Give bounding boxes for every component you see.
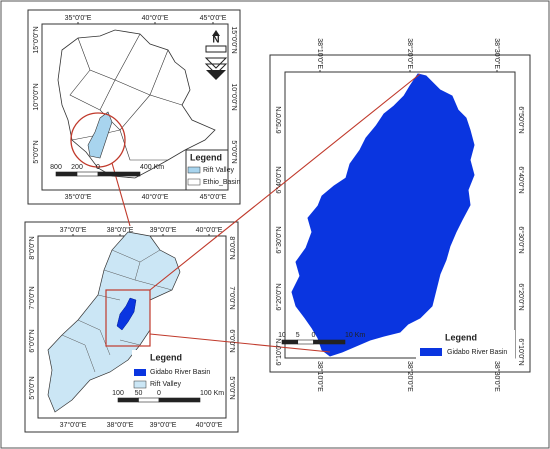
y-label-right: 6°40'0"N xyxy=(517,166,525,193)
legend-item: Gidabo River Basin xyxy=(150,369,210,376)
scale-bar xyxy=(76,171,99,177)
y-label-left: 6°0'0"N xyxy=(28,329,36,352)
y-label-right: 6°50'0"N xyxy=(517,106,525,133)
scale-bar xyxy=(297,339,314,345)
scale-bar xyxy=(117,397,139,403)
basin-boundaries xyxy=(69,33,183,161)
x-label-bottom: 38°10'0"E xyxy=(316,361,324,392)
y-label-right: 7°0'0"N xyxy=(228,286,236,309)
scale-label: 50 xyxy=(135,390,143,397)
scale-bar xyxy=(281,339,299,345)
legend-swatch xyxy=(187,166,201,174)
y-label-left: 6°20'0"N xyxy=(275,283,283,310)
scale-label: 5 xyxy=(296,332,300,339)
sub-basins xyxy=(61,249,173,373)
y-label-right: 8°0'0"N xyxy=(228,236,236,259)
legend-title: Legend xyxy=(190,152,222,162)
legend-title: Legend xyxy=(445,332,477,342)
y-label-right: 10°0'0"N xyxy=(230,83,238,110)
x-label-bottom: 38°0'0"E xyxy=(107,421,134,429)
y-label-right: 6°30'0"N xyxy=(517,226,525,253)
x-label-bottom: 38°30'0"E xyxy=(493,361,501,392)
y-label-right: 5°0'0"N xyxy=(230,140,238,163)
x-label-top: 38°0'0"E xyxy=(107,226,134,234)
north-label: N xyxy=(212,35,219,46)
scale-label: 0 xyxy=(96,164,100,171)
y-label-right: 6°10'0"N xyxy=(517,338,525,365)
legend-item: Rift Valley xyxy=(203,167,234,174)
y-label-left: 10°0'0"N xyxy=(32,83,40,110)
connector xyxy=(149,333,331,353)
x-label-top: 38°20'0"E xyxy=(406,38,414,69)
legend-swatch xyxy=(187,178,201,186)
y-label-left: 6°10'0"N xyxy=(275,338,283,365)
legend-item: Ethio_Basin xyxy=(203,179,240,186)
highlight-circle xyxy=(70,112,126,168)
connector xyxy=(149,73,421,291)
gidabo-basin xyxy=(116,297,137,331)
x-label-bottom: 45°0'0"E xyxy=(200,193,227,201)
y-label-right: 5°0'0"N xyxy=(228,376,236,399)
y-label-right: 6°0'0"N xyxy=(228,329,236,352)
y-label-left: 5°0'0"N xyxy=(32,140,40,163)
highlight-box xyxy=(105,289,151,347)
scale-bar xyxy=(158,397,201,403)
legend-swatch xyxy=(133,380,147,389)
x-label-top: 39°0'0"E xyxy=(150,226,177,234)
scale-label: 400 Km xyxy=(140,164,164,171)
legend-swatch xyxy=(134,369,146,376)
legend-swatch xyxy=(420,348,442,356)
x-label-top: 45°0'0"E xyxy=(200,14,227,22)
x-label-top: 40°0'0"E xyxy=(142,14,169,22)
x-label-bottom: 35°0'0"E xyxy=(65,193,92,201)
scale-bar xyxy=(97,171,141,177)
x-label-top: 35°0'0"E xyxy=(65,14,92,22)
x-label-bottom: 39°0'0"E xyxy=(150,421,177,429)
scale-bar xyxy=(138,397,160,403)
scale-label: 100 Km xyxy=(200,390,224,397)
scale-label: 0 xyxy=(312,332,316,339)
x-label-bottom: 38°20'0"E xyxy=(406,361,414,392)
legend-item: Rift Valley xyxy=(150,381,181,388)
scale-label: 0 xyxy=(157,390,161,397)
y-label-left: 5°0'0"N xyxy=(28,376,36,399)
scale-label: 10 xyxy=(278,332,286,339)
y-label-left: 6°30'0"N xyxy=(275,226,283,253)
x-label-top: 38°10'0"E xyxy=(316,38,324,69)
legend-title: Legend xyxy=(150,352,182,362)
legend-box xyxy=(132,350,224,392)
scale-label: 200 xyxy=(71,164,83,171)
y-label-left: 7°0'0"N xyxy=(28,286,36,309)
x-label-top: 40°0'0"E xyxy=(196,226,223,234)
y-label-left: 15°0'0"N xyxy=(32,26,40,53)
x-label-bottom: 40°0'0"E xyxy=(142,193,169,201)
legend-item: Gidabo River Basin xyxy=(447,349,507,356)
gidabo-basin xyxy=(291,73,475,357)
y-label-right: 6°20'0"N xyxy=(517,283,525,310)
scale-bar xyxy=(55,171,78,177)
y-label-left: 8°0'0"N xyxy=(28,236,36,259)
scale-label: 800 xyxy=(50,164,62,171)
north-arrow xyxy=(204,30,228,80)
y-label-left: 6°50'0"N xyxy=(275,106,283,133)
x-label-top: 37°0'0"E xyxy=(60,226,87,234)
y-label-left: 6°40'0"N xyxy=(275,166,283,193)
scale-bar xyxy=(313,339,346,345)
scale-label: 10 Km xyxy=(345,332,365,339)
x-label-bottom: 37°0'0"E xyxy=(60,421,87,429)
x-label-bottom: 40°0'0"E xyxy=(196,421,223,429)
y-label-right: 15°0'0"N xyxy=(230,26,238,53)
scale-label: 100 xyxy=(112,390,124,397)
x-label-top: 38°30'0"E xyxy=(493,38,501,69)
